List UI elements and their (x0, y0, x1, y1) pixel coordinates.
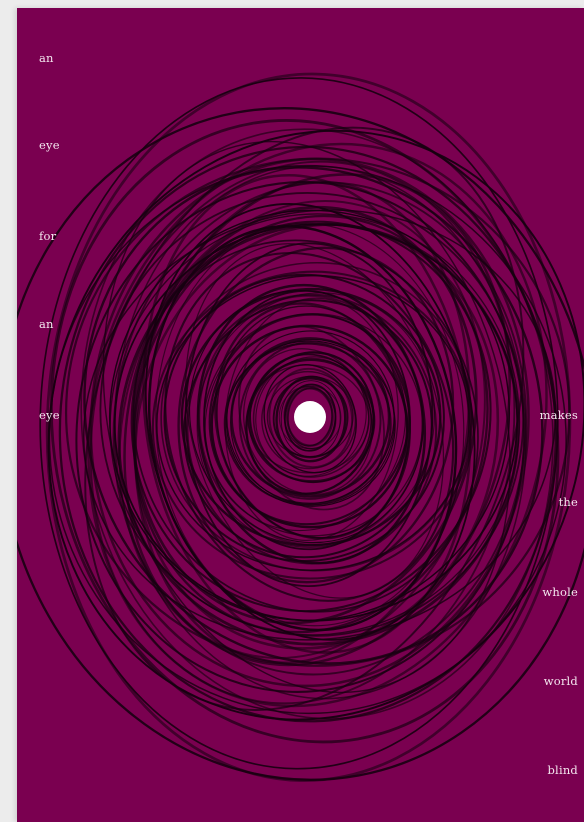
scribble-ring (177, 246, 455, 584)
scribble-ring (245, 351, 375, 495)
scribble-eye-illustration (17, 8, 584, 822)
left-word-4: an (39, 317, 54, 331)
scribble-ring (39, 77, 559, 770)
right-word-4: world (543, 674, 578, 688)
scribble-ring (284, 383, 337, 452)
scribble-ring (108, 209, 511, 622)
scribble-ring (224, 297, 399, 542)
scribble-ring (17, 107, 584, 781)
pupil-dot (294, 401, 326, 433)
left-word-1: an (39, 51, 54, 65)
scribble-rings (17, 72, 584, 782)
right-word-5: blind (547, 763, 578, 777)
scribble-ring (268, 367, 354, 469)
right-word-2: the (558, 495, 578, 509)
scribble-ring (186, 293, 438, 565)
scribble-ring (164, 251, 455, 602)
scribble-ring (266, 375, 354, 458)
scribble-ring (75, 181, 526, 693)
scribble-ring (278, 385, 342, 450)
left-word-3: for (39, 229, 57, 243)
scribble-ring (123, 173, 511, 667)
left-word-5: eye (39, 408, 60, 422)
scribble-ring (210, 324, 409, 529)
scribble-ring (225, 340, 396, 507)
right-word-1: makes (539, 408, 578, 422)
scribble-ring (155, 223, 465, 627)
poster: an eye for an eye makes the whole world … (17, 8, 584, 822)
scribble-ring (230, 337, 391, 498)
scribble-ring (286, 387, 334, 447)
scribble-ring (142, 173, 472, 654)
scribble-ring (87, 142, 548, 708)
scribble-ring (58, 145, 557, 723)
scribble-ring (204, 313, 406, 532)
scribble-ring (184, 242, 434, 587)
right-word-3: whole (542, 585, 578, 599)
scribble-ring (80, 128, 554, 720)
left-word-2: eye (39, 138, 60, 152)
scribble-ring (89, 160, 516, 705)
scribble-ring (261, 370, 357, 470)
scribble-ring (272, 377, 349, 459)
scribble-ring (163, 273, 445, 562)
scribble-ring (188, 289, 424, 544)
scribble-ring (118, 200, 486, 659)
scribble-ring (48, 164, 567, 715)
